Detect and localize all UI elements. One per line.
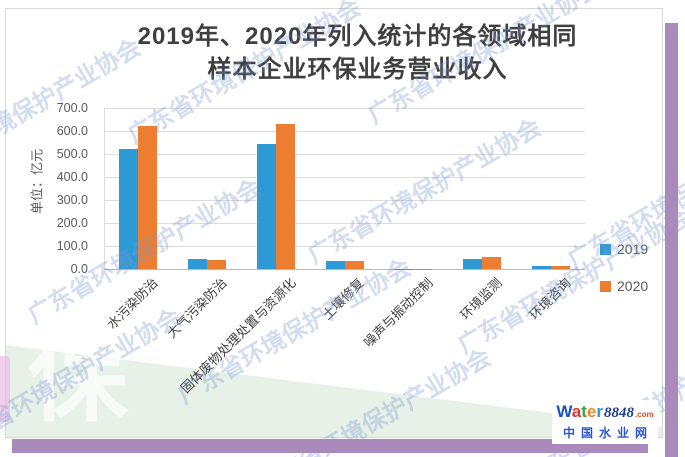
logo-letter-t: t [581,402,587,421]
purple-bottom-strip [12,439,648,453]
water8848-logo: Water 8848 .com 中国水业网 [552,400,658,444]
x-axis-label-text: 水污染防治 [104,275,162,332]
bar-2020-环境咨询 [550,265,570,269]
chart-title-line2: 样本企业环保业务营业收入 [207,56,508,83]
bar-2020-大气污染防治 [207,259,227,269]
gridline [104,269,585,270]
gridline [104,131,585,132]
x-axis-label-text: 环境监测 [457,275,505,323]
bar-2020-环境监测 [481,257,501,269]
y-axis-tick-label: 0.0 [70,262,88,276]
gridline [104,177,585,178]
y-axis-tick-label: 500.0 [56,147,88,161]
gridline [104,154,585,155]
logo-number: 8848 [603,405,634,421]
bar-2019-土壤修复 [325,260,345,269]
chart-title-line1: 2019年、2020年列入统计的各领域相同 [137,23,578,50]
chart-title: 2019年、2020年列入统计的各领域相同 样本企业环保业务营业收入 [95,20,620,86]
x-axis-label-text: 环境咨询 [525,275,574,323]
x-axis-label-text: 固体废物处理处置与资源化 [177,275,299,397]
legend-label-2019: 2019 [617,241,649,257]
y-axis-line [104,108,105,269]
logo-letter-W: W [556,402,572,421]
bar-2020-土壤修复 [344,260,364,269]
y-axis-tick-label: 600.0 [56,124,88,138]
x-axis-label-text: 噪声与振动控制 [360,275,436,351]
gridline [104,200,585,201]
x-axis-label-text: 大气污染防治 [164,275,230,341]
legend-label-2020: 2020 [617,278,649,294]
logo-subtitle: 中国水业网 [562,426,653,440]
legend-item-2019: 2019 [600,241,648,257]
bar-2019-大气污染防治 [188,258,208,269]
bar-2019-水污染防治 [119,149,139,269]
y-axis-tick-label: 700.0 [56,101,88,115]
bar-2020-水污染防治 [138,126,158,269]
y-axis-tick-label: 400.0 [56,170,88,184]
logo-tld: .com [634,410,654,419]
legend-swatch-2019 [600,243,611,255]
pink-edge-glyph [0,356,10,422]
watermark-big-char: 保 [28,322,128,434]
purple-right-strip [665,23,678,457]
bar-2019-固体废物处理处置与资源化 [256,143,276,269]
x-axis-label-text: 土壤修复 [319,275,368,323]
gridline [104,223,585,224]
y-axis-tick-label: 100.0 [56,239,88,253]
gridline [104,246,585,247]
logo-letter-a: a [571,402,582,421]
bar-2019-环境咨询 [531,266,551,269]
bar-2020-固体废物处理处置与资源化 [275,124,295,269]
logo-letter-e: e [586,402,597,421]
y-axis-tick-label: 200.0 [56,216,88,230]
legend-swatch-2020 [600,280,611,292]
y-axis-tick-label: 300.0 [56,193,88,207]
logo-letter-r: r [596,402,603,421]
legend: 2019 2020 [600,241,648,315]
logo-wordmark: Water 8848 .com [552,400,658,422]
logo-word: Water [556,403,603,422]
legend-item-2020: 2020 [600,278,648,294]
bar-2019-环境监测 [462,258,482,269]
gridline [104,108,585,109]
